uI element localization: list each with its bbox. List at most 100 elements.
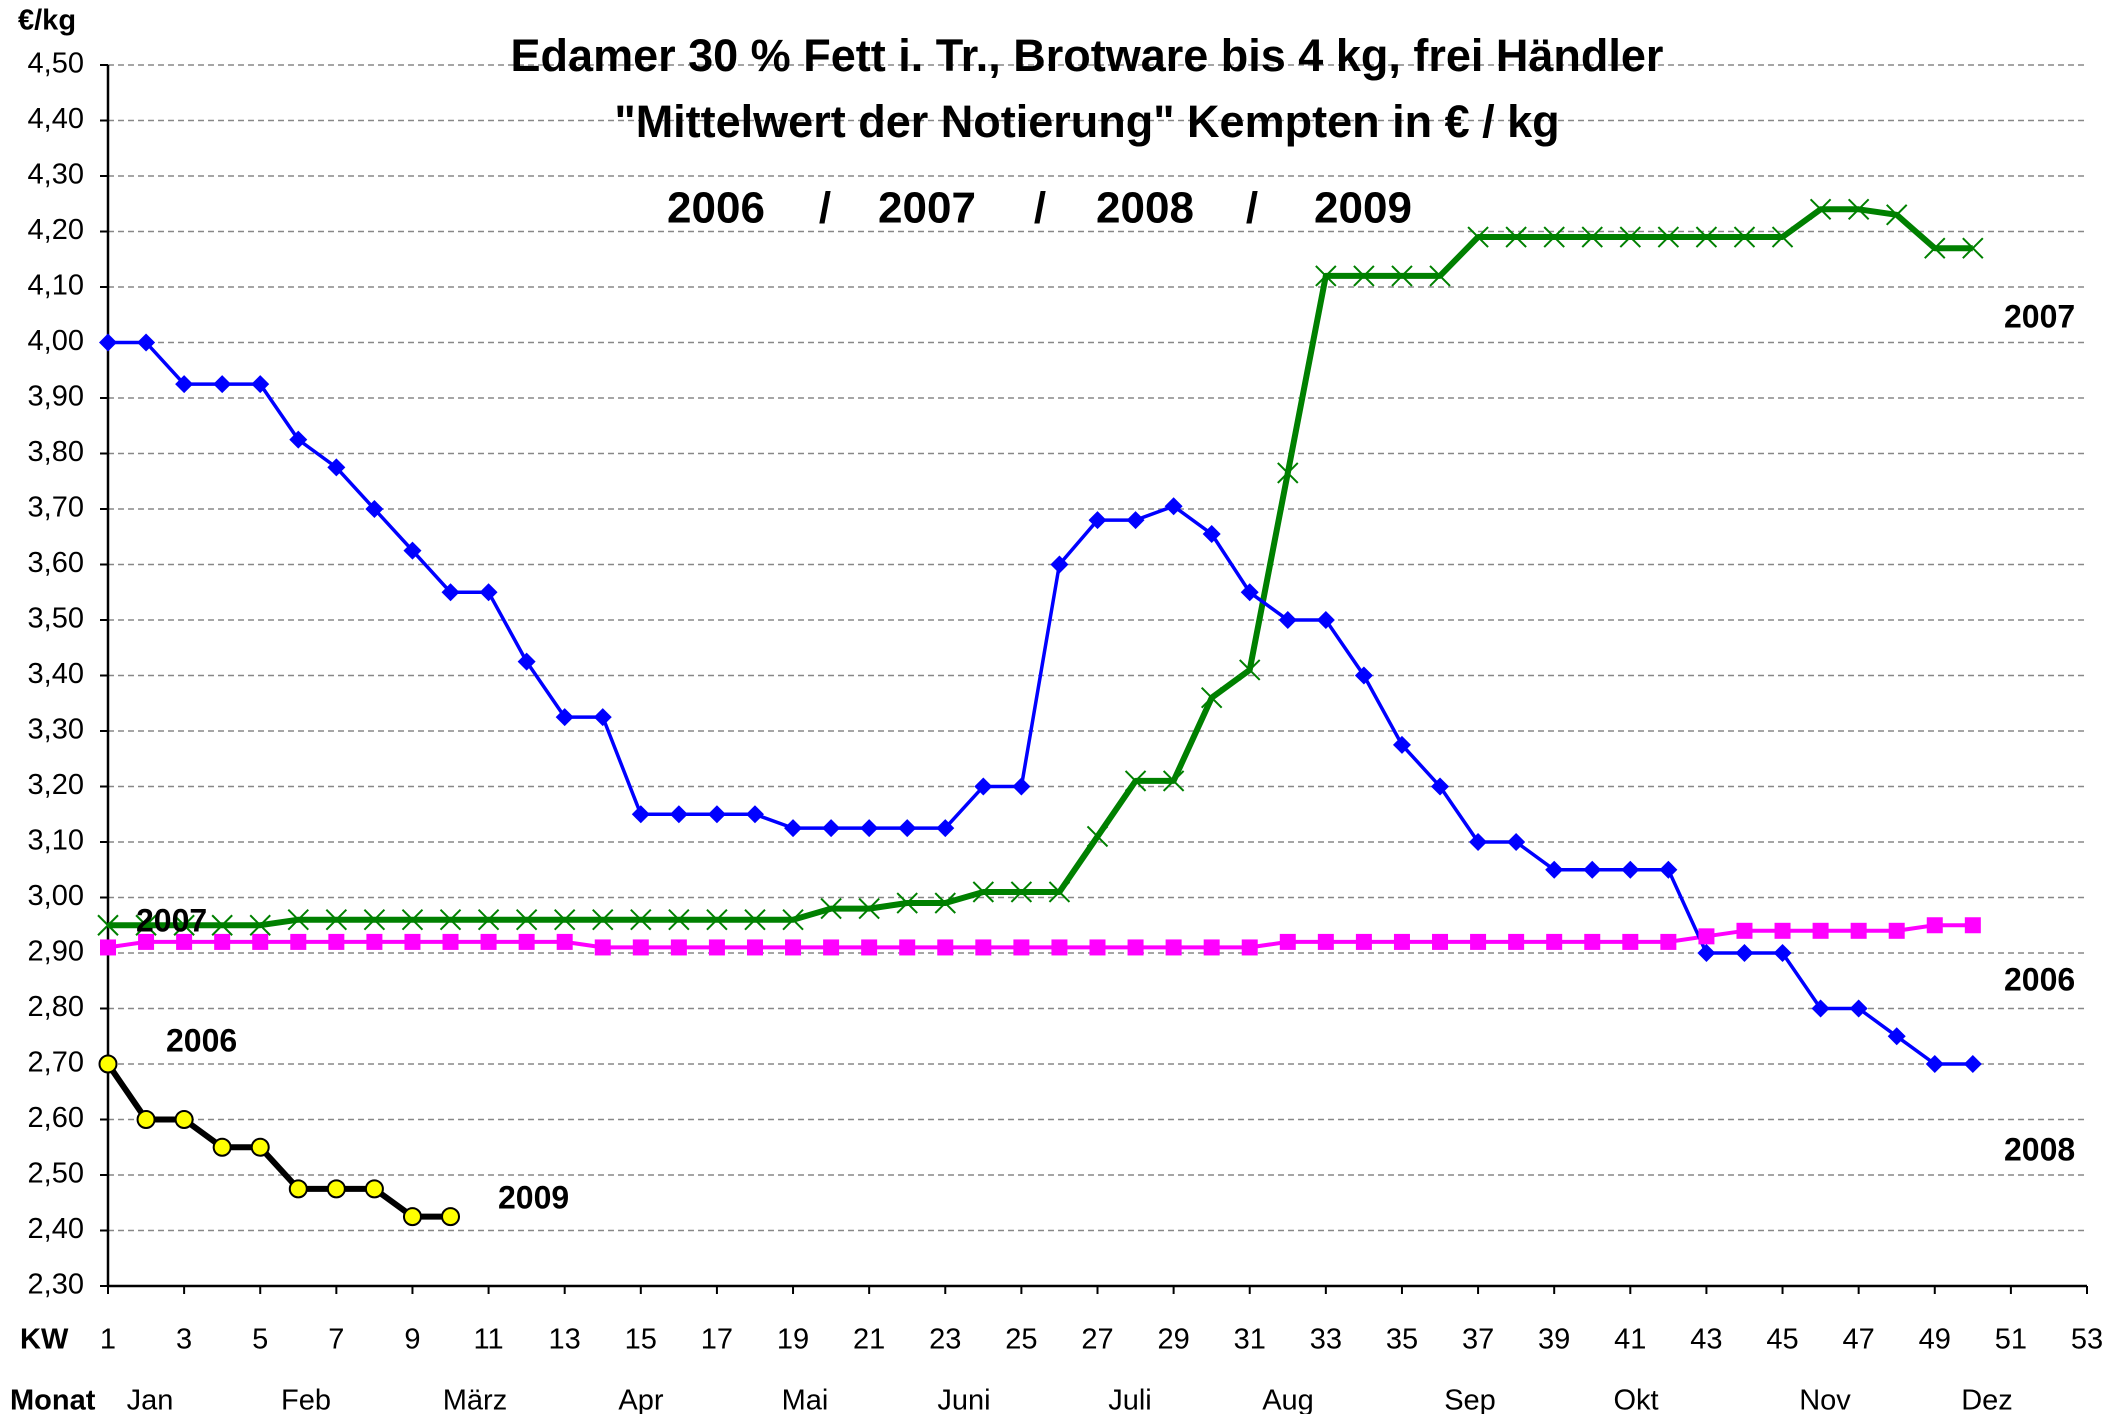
legend-separator: / [1246,184,1258,233]
month-label: März [443,1385,507,1414]
y-tick-label: 3,80 [28,436,84,468]
marker [1812,922,1829,939]
marker [858,897,880,920]
marker [402,1207,422,1227]
marker [1165,939,1182,956]
marker [1392,735,1411,754]
marker [1962,237,1984,259]
marker [1431,777,1450,796]
marker [403,541,422,560]
series-line [108,206,1973,929]
annotation: 2007 [2004,298,2075,334]
marker [1659,860,1678,879]
marker [1505,226,1527,248]
y-tick-label: 2,40 [28,1213,84,1245]
marker [1240,583,1259,602]
marker [555,708,574,727]
marker [975,939,992,956]
marker [1963,1055,1982,1073]
marker [707,805,726,824]
x-tick-label: 11 [474,1324,504,1356]
marker [404,933,421,950]
marker [1429,265,1451,287]
marker [782,908,804,931]
month-label: Juni [937,1385,990,1414]
marker [252,933,269,950]
x-tick-label: 29 [1157,1324,1189,1356]
marker [706,908,728,931]
marker [1926,917,1943,934]
grid [100,64,2088,1294]
marker [287,908,309,931]
y-tick-label: 3,70 [28,492,84,524]
marker [1697,944,1716,962]
marker [1050,555,1069,574]
marker [1581,226,1603,248]
x-tick-label: 43 [1690,1324,1722,1356]
month-label: Dez [1961,1385,2013,1414]
y-tick-label: 2,30 [28,1269,84,1301]
labels: Edamer 30 % Fett i. Tr., Brotware bis 4 … [10,5,2103,1414]
marker [214,933,231,950]
marker [363,908,386,931]
annotation: 2008 [2004,1131,2075,1167]
marker [249,914,271,936]
x-tick-label: 37 [1462,1324,1494,1356]
x-tick-label: 35 [1386,1324,1418,1356]
marker [1051,939,1068,956]
y-tick-label: 2,80 [28,991,84,1023]
marker [288,1179,308,1199]
marker [327,458,346,477]
marker [401,908,424,931]
marker [250,1137,270,1157]
x-tick-label: 49 [1919,1324,1951,1356]
month-label: Okt [1613,1385,1658,1414]
marker [745,805,764,824]
marker [1774,922,1791,939]
y-tick-label: 3,50 [28,603,84,635]
y-tick-label: 3,30 [28,714,84,746]
marker [632,939,649,956]
x-axis-label: KW [20,1324,69,1356]
marker [1467,226,1489,248]
x-tick-label: 19 [777,1324,809,1356]
x-tick-label: 17 [701,1324,733,1356]
marker [518,933,535,950]
marker [1887,1027,1906,1046]
marker [937,939,954,956]
marker [328,933,345,950]
marker [594,939,611,956]
marker [1013,939,1030,956]
marker [744,908,766,931]
y-tick-label: 3,40 [28,658,84,690]
marker [213,375,232,394]
marker [896,892,918,914]
marker [212,1137,232,1157]
marker [1088,511,1107,530]
marker [1391,265,1413,287]
marker [1660,933,1677,950]
marker [1809,198,1832,221]
x-tick-label: 3 [176,1324,192,1356]
marker [1200,686,1223,709]
marker [1619,226,1642,248]
marker [1736,922,1753,939]
legend-separator: / [819,184,831,233]
y-tick-label: 2,50 [28,1158,84,1190]
y-tick-label: 3,90 [28,381,84,413]
marker [1012,777,1031,796]
marker [477,908,500,931]
marker [1543,226,1565,248]
month-label: Mai [782,1385,829,1414]
marker [1469,833,1488,851]
month-axis-label: Monat [10,1385,96,1414]
marker [1277,462,1299,484]
marker [1733,226,1756,248]
marker [480,933,497,950]
x-tick-label: 23 [929,1324,961,1356]
marker [174,1110,194,1129]
marker [1470,933,1487,950]
marker [135,914,157,936]
